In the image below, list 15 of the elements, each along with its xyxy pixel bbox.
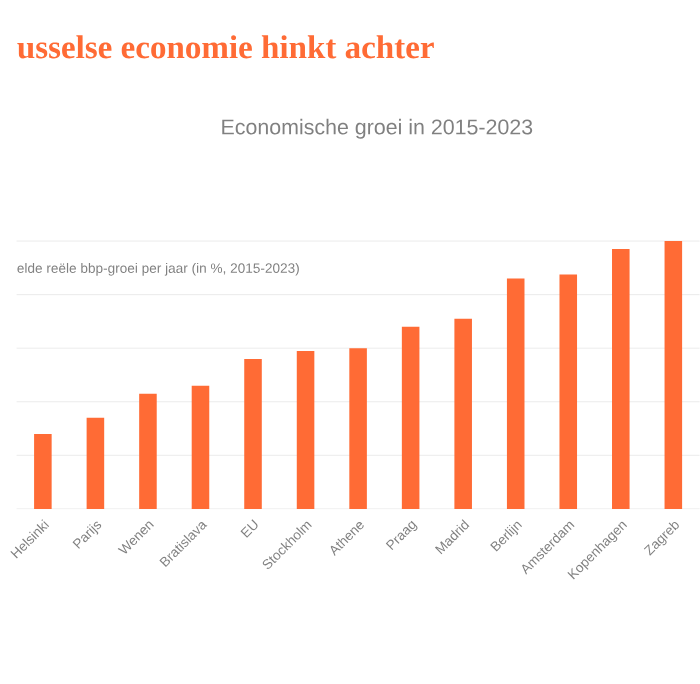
bar [139, 394, 157, 510]
bar [664, 241, 683, 510]
bar [559, 275, 578, 510]
bar [191, 386, 210, 510]
bar [86, 418, 105, 510]
bar [244, 359, 262, 510]
bar [296, 351, 315, 510]
bar [612, 249, 630, 510]
chart-title: usselse economie hinkt achter [17, 35, 434, 59]
bar [401, 327, 420, 510]
bar [454, 319, 472, 510]
bar [349, 348, 367, 510]
bar [34, 434, 52, 510]
chart-subtitle: Economische groei in 2015-2023 [222, 119, 533, 140]
bar [506, 279, 525, 510]
